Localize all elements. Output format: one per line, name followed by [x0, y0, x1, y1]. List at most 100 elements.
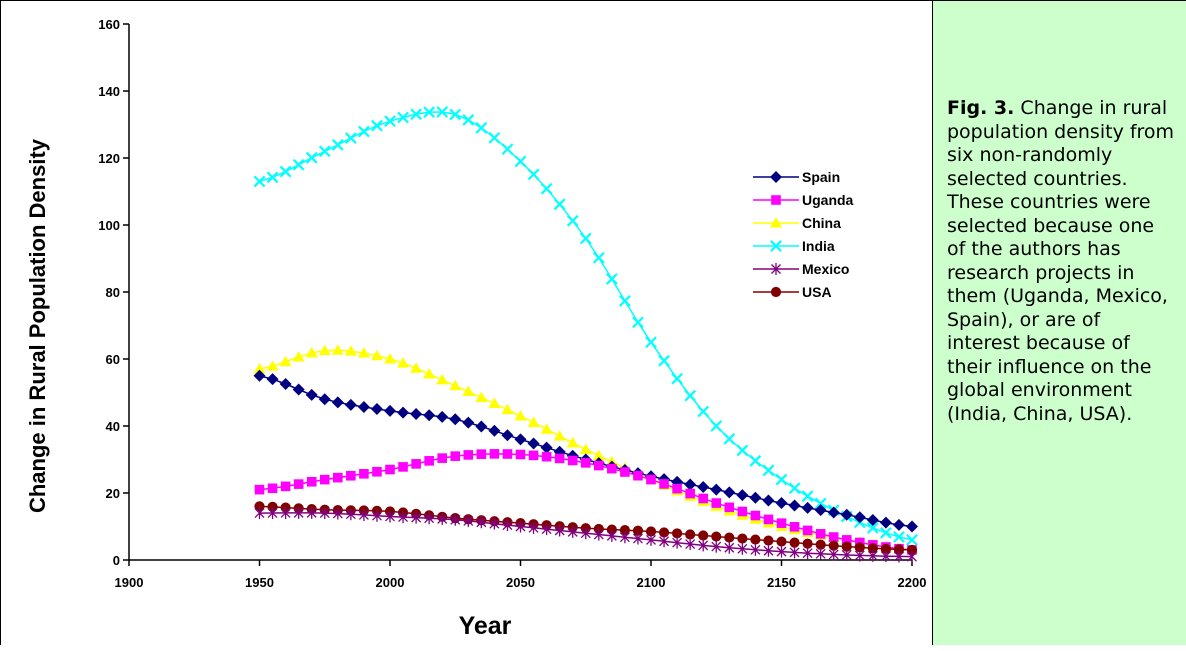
data-point-spain	[292, 383, 305, 396]
data-point-india	[540, 182, 553, 195]
legend-marker	[770, 217, 782, 228]
series-uganda	[254, 449, 917, 555]
data-point-india	[619, 294, 631, 307]
data-point-uganda	[319, 474, 330, 485]
data-point-china	[579, 443, 592, 454]
data-point-spain	[827, 506, 840, 519]
data-point-mexico	[319, 507, 330, 520]
data-point-mexico	[685, 538, 696, 551]
data-point-india	[579, 232, 592, 245]
chart-panel: 0 20 40 60 80 100 120 140 160 1900 1950 2000 2050 210…	[0, 0, 932, 645]
data-point-mexico	[854, 549, 865, 562]
line-chart: 0 20 40 60 80 100 120 140 160 1900 1950 2000 2050 210…	[25, 17, 926, 640]
data-point-china	[475, 391, 488, 402]
data-point-china	[514, 409, 527, 421]
data-point-india	[553, 198, 566, 211]
data-point-uganda	[646, 474, 656, 485]
data-point-china	[540, 423, 553, 434]
data-point-india	[749, 454, 762, 467]
data-point-mexico	[593, 528, 604, 541]
data-point-mexico	[802, 547, 813, 560]
data-point-india	[814, 497, 827, 510]
y-tick-label: 80	[106, 285, 120, 300]
data-point-mexico	[632, 532, 643, 545]
data-point-uganda	[685, 488, 695, 499]
data-point-spain	[344, 398, 357, 411]
data-point-usa	[698, 530, 709, 541]
data-point-spain	[775, 497, 788, 510]
data-point-india	[801, 490, 814, 503]
data-point-uganda	[346, 470, 356, 481]
data-point-spain	[762, 494, 775, 507]
data-point-india	[423, 106, 436, 119]
data-point-mexico	[358, 508, 369, 521]
y-tick-label: 120	[98, 151, 120, 166]
data-point-spain	[540, 441, 553, 454]
data-point-mexico	[893, 550, 904, 563]
data-point-uganda	[789, 522, 800, 532]
y-tick-label: 160	[98, 17, 120, 32]
data-point-india	[397, 111, 409, 124]
data-point-spain	[892, 518, 905, 531]
data-point-usa	[645, 526, 657, 537]
data-point-china	[501, 403, 514, 415]
legend-marker	[770, 171, 782, 183]
data-point-usa	[815, 539, 826, 550]
data-point-usa	[789, 537, 800, 548]
data-point-mexico	[254, 507, 265, 520]
legend-item-india: India	[753, 238, 835, 254]
data-point-mexico	[867, 549, 878, 562]
data-point-spain	[397, 406, 410, 419]
data-point-spain	[410, 407, 423, 420]
data-point-spain	[488, 424, 501, 437]
data-point-spain	[436, 410, 449, 423]
data-point-mexico	[815, 547, 826, 560]
data-point-spain	[318, 393, 331, 406]
data-point-uganda	[411, 459, 421, 469]
data-point-spain	[449, 413, 462, 426]
data-point-mexico	[880, 550, 891, 563]
data-point-spain	[866, 514, 879, 527]
data-point-uganda	[450, 451, 461, 461]
data-point-mexico	[306, 506, 317, 519]
data-point-mexico	[737, 542, 748, 555]
data-point-mexico	[606, 529, 617, 542]
data-point-mexico	[698, 539, 709, 552]
y-tick-label: 140	[98, 84, 120, 99]
data-point-mexico	[841, 548, 852, 561]
data-point-usa	[619, 525, 631, 536]
data-point-spain	[710, 483, 723, 496]
data-point-uganda	[528, 450, 539, 461]
data-point-india	[736, 444, 749, 457]
data-point-mexico	[528, 521, 539, 534]
data-point-mexico	[567, 525, 578, 538]
data-point-mexico	[907, 550, 917, 563]
data-point-spain	[697, 481, 710, 494]
data-point-spain	[253, 369, 266, 382]
data-point-india	[723, 433, 736, 445]
data-point-china	[449, 379, 462, 391]
data-point-uganda	[554, 453, 565, 464]
data-point-mexico	[828, 548, 839, 561]
legend-marker	[771, 263, 781, 275]
data-point-usa	[880, 543, 892, 555]
data-point-uganda	[698, 493, 708, 504]
data-point-mexico	[450, 513, 461, 526]
data-point-india	[436, 106, 449, 118]
data-point-spain	[423, 409, 436, 422]
data-point-spain	[305, 388, 318, 401]
legend-label: USA	[802, 284, 832, 300]
data-point-mexico	[659, 535, 670, 548]
x-tick-label: 1900	[115, 575, 144, 590]
data-point-usa	[672, 528, 683, 539]
data-point-mexico	[724, 541, 735, 554]
data-point-usa	[906, 544, 918, 556]
figure-caption: Fig. 3. Change in rural population densi…	[947, 97, 1177, 426]
legend-item-china: China	[753, 215, 841, 231]
y-tick-label: 0	[113, 553, 120, 568]
data-point-spain	[501, 429, 514, 442]
data-point-india	[645, 336, 657, 349]
caption-panel: Fig. 3. Change in rural population densi…	[932, 0, 1186, 645]
data-point-mexico	[398, 511, 409, 524]
data-point-usa	[711, 531, 722, 542]
